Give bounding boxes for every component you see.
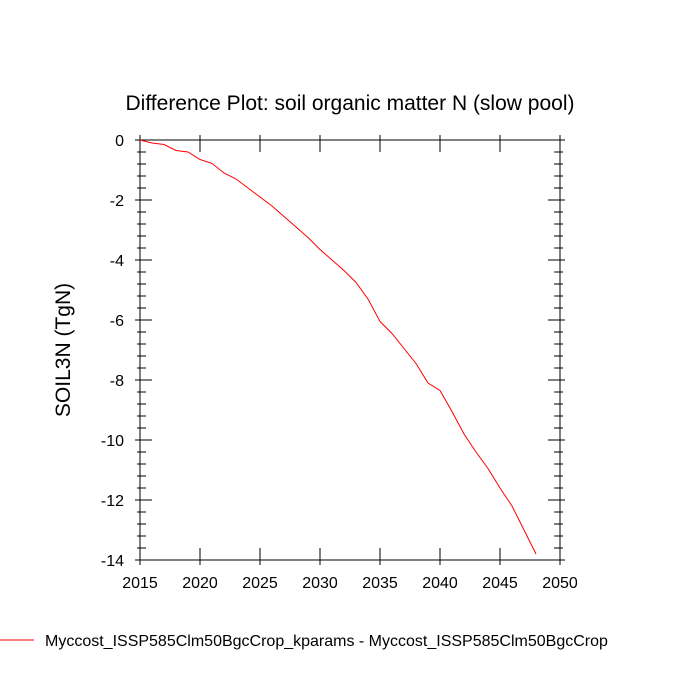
- x-tick-label: 2020: [182, 575, 218, 592]
- x-tick-label: 2040: [422, 575, 458, 592]
- plot-frame: [139, 139, 561, 561]
- y-tick-label: -8: [110, 373, 124, 390]
- x-tick-label: 2035: [362, 575, 398, 592]
- y-axis: 0 -2 -4 -6 -8 -10 -12 -14: [101, 133, 565, 570]
- x-tick-label: 2050: [542, 575, 578, 592]
- x-tick-label: 2045: [482, 575, 518, 592]
- legend-label: Myccost_ISSP585Clm50BgcCrop_kparams - My…: [45, 633, 608, 650]
- chart-title: Difference Plot: soil organic matter N (…: [126, 92, 575, 115]
- y-tick-label: -6: [110, 313, 124, 330]
- x-tick-label: 2015: [122, 575, 158, 592]
- x-tick-label: 2025: [242, 575, 278, 592]
- x-tick-label: 2030: [302, 575, 338, 592]
- y-tick-label: -14: [101, 553, 124, 570]
- legend: Myccost_ISSP585Clm50BgcCrop_kparams - My…: [0, 633, 608, 650]
- series-layer: [139, 139, 537, 555]
- y-tick-label: -12: [101, 493, 124, 510]
- y-axis-label: SOIL3N (TgN): [52, 283, 75, 417]
- y-tick-label: -2: [110, 193, 124, 210]
- series-line: [139, 139, 537, 555]
- y-tick-label: 0: [115, 133, 124, 150]
- y-tick-label: -4: [110, 253, 124, 270]
- x-axis: 2015 2020 2025 2030 2035 2040 2045 2050: [122, 135, 578, 592]
- y-tick-label: -10: [101, 433, 124, 450]
